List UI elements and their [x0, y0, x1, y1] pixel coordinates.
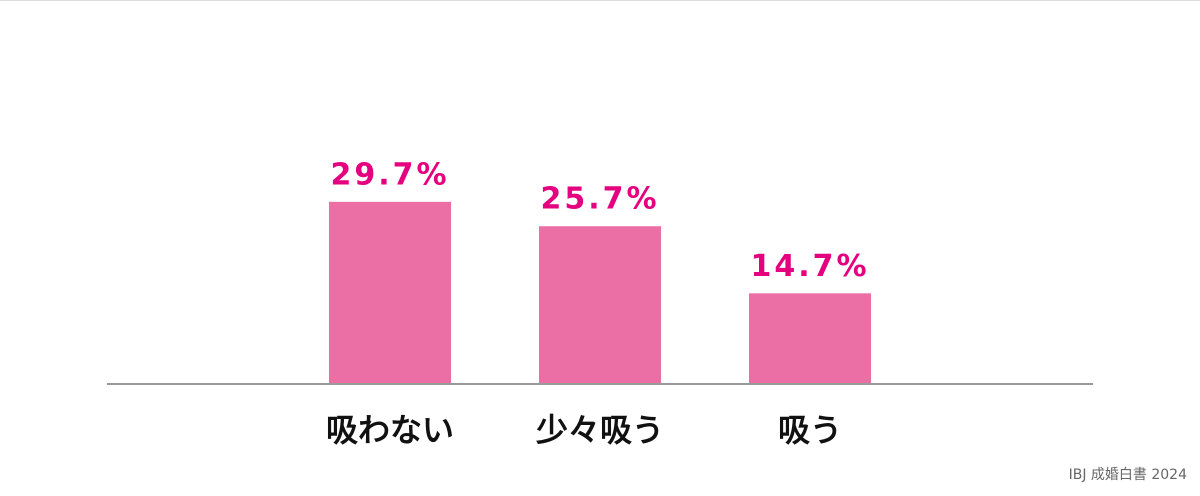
value-label: 25.7%	[540, 182, 659, 217]
value-label: 29.7%	[330, 157, 449, 192]
category-label: 少々吸う	[536, 411, 664, 449]
bar	[329, 201, 451, 383]
value-label: 14.7%	[750, 249, 869, 284]
source: IBJ 成婚白書 2024	[1069, 467, 1187, 483]
category-label: 吸わない	[326, 411, 454, 449]
bar	[749, 293, 871, 383]
category-label: 吸う	[778, 411, 842, 449]
bar	[539, 226, 661, 383]
